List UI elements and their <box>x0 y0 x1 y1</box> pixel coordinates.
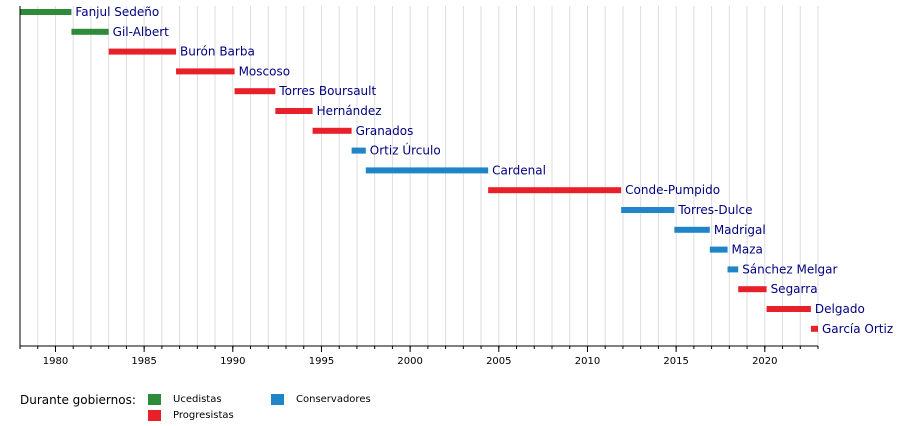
x-tick-label: 1995 <box>309 356 334 367</box>
bar-label: Conde-Pumpido <box>625 183 720 197</box>
legend-swatch-ucedistas <box>148 394 161 405</box>
x-tick-label: 1985 <box>131 356 156 367</box>
timeline-bar <box>275 108 313 114</box>
x-tick-label: 2015 <box>663 356 688 367</box>
legend-item-progresistas: Progresistas <box>148 410 234 421</box>
legend-item-ucedistas: Ucedistas <box>148 394 222 405</box>
bar-label: Ortiz Úrculo <box>370 143 441 158</box>
x-tick-label: 1980 <box>43 356 68 367</box>
bar-label: Sánchez Melgar <box>742 262 837 276</box>
x-tick-label: 1990 <box>220 356 245 367</box>
legend-label-conservadores: Conservadores <box>296 394 371 405</box>
legend-swatch-conservadores <box>271 394 284 405</box>
x-tick-label: 2005 <box>486 356 511 367</box>
timeline-bar <box>20 9 72 15</box>
timeline-bar <box>108 48 177 55</box>
legend-title: Durante gobiernos: <box>20 393 136 407</box>
bar-label: Gil-Albert <box>113 25 170 39</box>
bar-label: Fanjul Sedeño <box>75 5 159 19</box>
bar-label: Delgado <box>815 302 865 316</box>
legend: Durante gobiernos: Ucedistas Progresista… <box>20 390 440 424</box>
bar-label: Torres Boursault <box>278 84 376 98</box>
timeline-bar <box>234 88 276 95</box>
timeline-bar <box>621 207 675 213</box>
bar-label: Cardenal <box>492 163 546 177</box>
bar-label: Torres-Dulce <box>677 203 752 217</box>
timeline-bar <box>810 325 818 332</box>
legend-label-progresistas: Progresistas <box>173 410 234 421</box>
bar-label: Hernández <box>317 104 382 118</box>
x-tick-label: 2020 <box>752 356 777 367</box>
timeline-bar <box>176 68 235 75</box>
timeline-bar <box>674 226 710 233</box>
timeline-bar <box>365 167 489 174</box>
grid-layer <box>19 6 819 346</box>
bar-label: García Ortiz <box>822 322 893 336</box>
timeline-bar <box>71 28 109 35</box>
timeline-bar <box>727 266 739 273</box>
bar-label: Maza <box>732 243 763 257</box>
timeline-bar <box>488 187 622 194</box>
timeline-bar <box>709 246 728 253</box>
timeline-bar <box>351 147 366 154</box>
x-tick-label: 2010 <box>575 356 600 367</box>
timeline-bar <box>312 127 352 134</box>
bar-label: Segarra <box>771 282 818 296</box>
bar-label: Burón Barba <box>180 45 255 59</box>
bar-label: Granados <box>356 124 414 138</box>
bar-layer: Fanjul Sedeño Gil-Albert Burón Barba Moscos… <box>20 5 893 336</box>
timeline-bar <box>738 286 767 293</box>
legend-label-ucedistas: Ucedistas <box>173 394 222 405</box>
legend-item-conservadores: Conservadores <box>271 394 371 405</box>
x-tick-label: 2000 <box>397 356 422 367</box>
timeline-bar <box>766 306 811 312</box>
timeline-chart: Fanjul Sedeño Gil-Albert Burón Barba Moscos… <box>19 5 893 367</box>
legend-swatch-progresistas <box>148 410 161 421</box>
bar-label: Moscoso <box>239 64 290 78</box>
axis-layer: 1980 1985 1990 1995 2000 2005 2010 2015 2020 <box>19 6 819 367</box>
bar-label: Madrigal <box>714 223 766 237</box>
